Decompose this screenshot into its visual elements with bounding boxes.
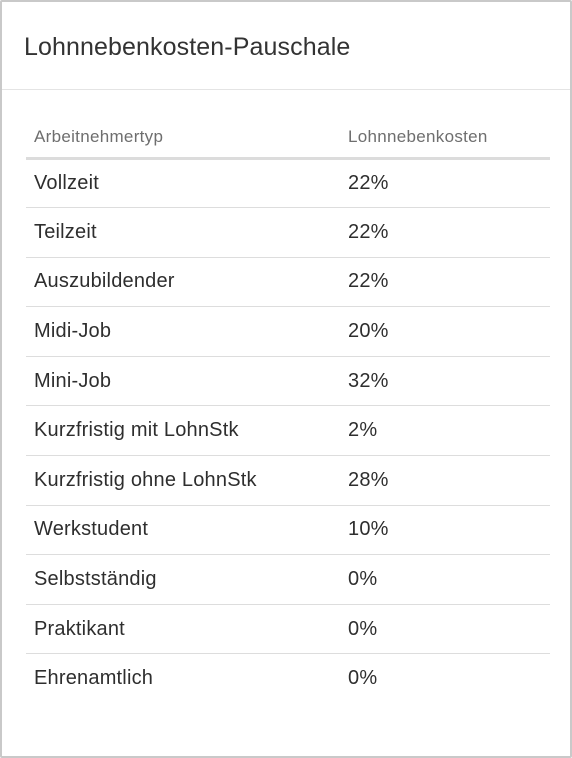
cost-value-cell: 20%: [340, 306, 550, 357]
cost-value-cell: 22%: [340, 207, 550, 258]
cost-value-cell: 28%: [340, 455, 550, 506]
employee-type-cell: Kurzfristig ohne LohnStk: [26, 455, 340, 506]
employee-type-cell: Mini-Job: [26, 356, 340, 407]
table-row: Mini-Job 32%: [26, 356, 550, 407]
payroll-costs-table: Arbeitnehmertyp Lohnnebenkosten Vollzeit…: [26, 118, 550, 704]
panel-title: Lohnnebenkosten-Pauschale: [24, 33, 351, 61]
employee-type-cell: Selbstständig: [26, 554, 340, 605]
employee-type-cell: Werkstudent: [26, 505, 340, 556]
cost-value-cell: 32%: [340, 356, 550, 407]
table-row: Ehrenamtlich 0%: [26, 654, 550, 704]
table-header-row: Arbeitnehmertyp Lohnnebenkosten: [26, 118, 550, 160]
cost-value-cell: 10%: [340, 505, 550, 556]
cost-value-cell: 0%: [340, 604, 550, 655]
table-body: Vollzeit 22% Teilzeit 22% Auszubildender…: [26, 158, 550, 704]
table-row: Vollzeit 22%: [26, 158, 550, 209]
cost-value-cell: 0%: [340, 554, 550, 605]
table-row: Kurzfristig ohne LohnStk 28%: [26, 455, 550, 506]
employee-type-cell: Kurzfristig mit LohnStk: [26, 405, 340, 457]
table-header: Arbeitnehmertyp Lohnnebenkosten: [26, 118, 550, 160]
employee-type-cell: Teilzeit: [26, 207, 340, 258]
table-row: Teilzeit 22%: [26, 207, 550, 258]
employee-type-cell: Auszubildender: [26, 257, 340, 308]
column-header-employee-type: Arbeitnehmertyp: [26, 118, 340, 160]
cost-value-cell: 22%: [340, 257, 550, 308]
column-header-costs: Lohnnebenkosten: [340, 118, 550, 160]
table-row: Midi-Job 20%: [26, 306, 550, 357]
employee-type-cell: Midi-Job: [26, 306, 340, 357]
cost-value-cell: 22%: [340, 158, 550, 209]
table-row: Werkstudent 10%: [26, 505, 550, 556]
employee-type-cell: Praktikant: [26, 604, 340, 655]
panel-header: Lohnnebenkosten-Pauschale: [2, 2, 570, 90]
table-row: Auszubildender 22%: [26, 257, 550, 308]
table-row: Selbstständig 0%: [26, 554, 550, 605]
cost-value-cell: 0%: [348, 667, 378, 690]
table-container: Arbeitnehmertyp Lohnnebenkosten Vollzeit…: [26, 118, 550, 704]
cost-value-cell: 2%: [340, 405, 550, 457]
table-row: Praktikant 0%: [26, 604, 550, 655]
employee-type-cell: Vollzeit: [26, 158, 340, 209]
employee-type-cell: Ehrenamtlich: [34, 667, 154, 690]
table-row: Kurzfristig mit LohnStk 2%: [26, 405, 550, 457]
